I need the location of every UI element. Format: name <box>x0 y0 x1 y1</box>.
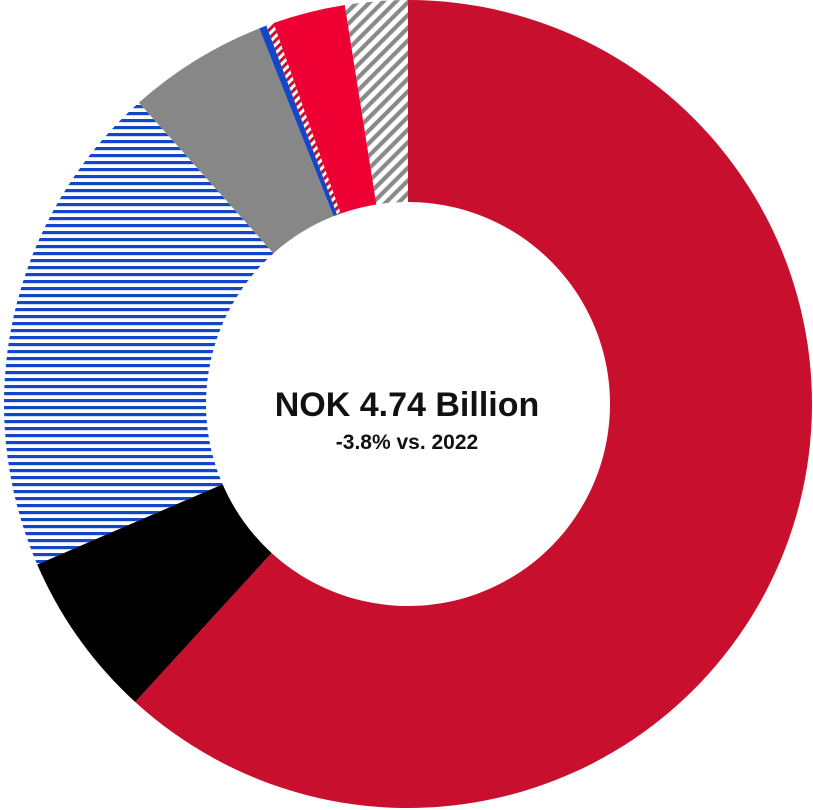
center-subtitle: -3.8% vs. 2022 <box>336 431 478 454</box>
donut-slice-2 <box>37 484 272 702</box>
donut-slice-1 <box>135 0 813 809</box>
donut-slice-6 <box>266 23 341 215</box>
donut-slice-3 <box>3 102 274 565</box>
donut-slice-7 <box>273 4 377 214</box>
center-title: NOK 4.74 Billion <box>275 386 540 424</box>
donut-slices <box>3 0 813 809</box>
donut-slice-5 <box>259 25 338 217</box>
donut-slice-4 <box>138 28 334 254</box>
donut-slice-8 <box>344 0 408 205</box>
